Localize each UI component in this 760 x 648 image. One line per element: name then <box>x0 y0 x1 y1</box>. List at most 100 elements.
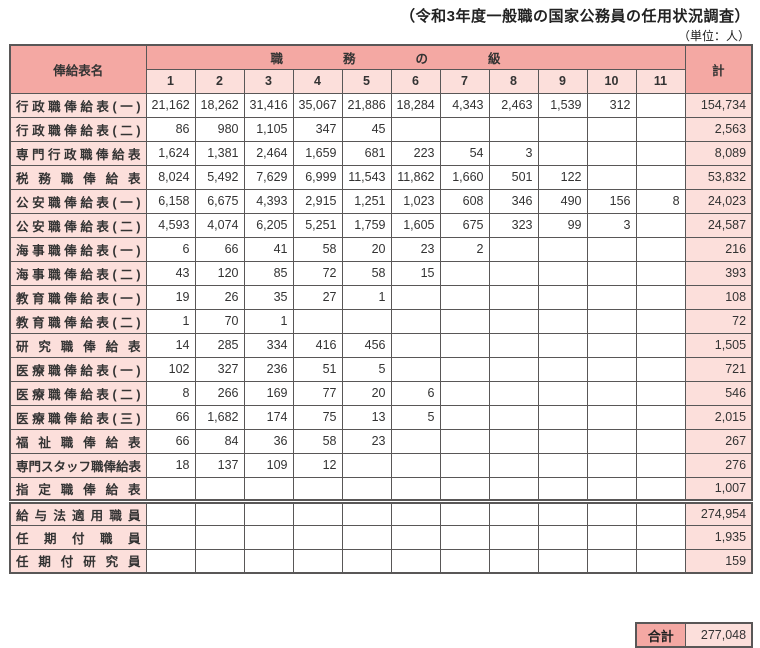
grade-value-cell: 66 <box>194 236 245 262</box>
grade-value-cell <box>586 548 637 574</box>
grade-value-cell <box>635 92 686 118</box>
row-label-cell: 税務職俸給表 <box>9 164 147 190</box>
grade-value-cell: 1,105 <box>243 116 294 142</box>
grade-value-cell <box>586 332 637 358</box>
row-label-cell: 教育職俸給表(二) <box>9 308 147 334</box>
row-total-cell: 393 <box>684 260 753 286</box>
grade-value-cell <box>586 356 637 382</box>
table-row: 教育職俸給表(一) 19 26 35 27 1 108 <box>9 284 753 310</box>
grade-value-cell: 4,074 <box>194 212 245 238</box>
grade-value-cell <box>586 236 637 262</box>
grade-value-cell <box>537 116 588 142</box>
grade-value-cell <box>635 380 686 406</box>
table-row: 任期付研究員 159 <box>9 548 753 574</box>
grade-value-cell <box>635 476 686 502</box>
grade-value-cell <box>488 116 539 142</box>
grade-value-cell <box>341 452 392 478</box>
grade-column-header: 5 <box>341 68 392 94</box>
grade-value-cell <box>537 404 588 430</box>
grade-value-cell <box>537 308 588 334</box>
grade-value-cell: 1 <box>243 308 294 334</box>
grand-total-table: 合計 277,048 <box>635 622 754 648</box>
grade-value-cell: 21,162 <box>145 92 196 118</box>
table-row: 教育職俸給表(二) 1 70 1 72 <box>9 308 753 334</box>
grade-value-cell <box>635 236 686 262</box>
grade-value-cell <box>586 524 637 550</box>
grade-value-cell <box>390 284 441 310</box>
grade-value-cell <box>488 284 539 310</box>
grade-value-cell <box>635 260 686 286</box>
grade-value-cell <box>635 548 686 574</box>
grade-value-cell <box>488 356 539 382</box>
grade-value-cell: 1,624 <box>145 140 196 166</box>
grade-value-cell: 169 <box>243 380 294 406</box>
unit-note: （単位：人） <box>677 29 750 43</box>
grand-total-label: 合計 <box>635 622 686 648</box>
table-row: 指定職俸給表 1,007 <box>9 476 753 502</box>
grade-value-cell: 14 <box>145 332 196 358</box>
grade-value-cell: 1,682 <box>194 404 245 430</box>
grade-value-cell <box>635 404 686 430</box>
grade-value-cell <box>243 498 294 526</box>
grade-value-cell: 6,205 <box>243 212 294 238</box>
grade-value-cell <box>635 164 686 190</box>
grade-value-cell: 11,862 <box>390 164 441 190</box>
grade-value-cell: 8 <box>635 188 686 214</box>
grade-value-cell: 6,999 <box>292 164 343 190</box>
grade-value-cell: 11,543 <box>341 164 392 190</box>
grade-value-cell <box>537 260 588 286</box>
grade-value-cell <box>488 524 539 550</box>
grade-value-cell <box>145 476 196 502</box>
grade-value-cell <box>292 524 343 550</box>
grand-total-value: 277,048 <box>684 622 753 648</box>
grade-value-cell: 6,158 <box>145 188 196 214</box>
grade-value-cell: 15 <box>390 260 441 286</box>
grade-value-cell <box>488 236 539 262</box>
grade-value-cell <box>635 428 686 454</box>
grade-value-cell: 2,463 <box>488 92 539 118</box>
grade-value-cell <box>635 284 686 310</box>
grade-value-cell: 4,393 <box>243 188 294 214</box>
grade-value-cell <box>635 332 686 358</box>
grade-value-cell: 236 <box>243 356 294 382</box>
grade-column-header: 2 <box>194 68 245 94</box>
row-label-cell: 医療職俸給表(三) <box>9 404 147 430</box>
grade-value-cell <box>439 260 490 286</box>
grade-value-cell <box>390 548 441 574</box>
grade-value-cell <box>586 260 637 286</box>
grade-column-header: 8 <box>488 68 539 94</box>
grade-value-cell: 6 <box>145 236 196 262</box>
grade-value-cell <box>341 548 392 574</box>
grade-value-cell: 23 <box>390 236 441 262</box>
grade-value-cell <box>194 548 245 574</box>
grade-value-cell: 35 <box>243 284 294 310</box>
table-row: 給与法適用職員 274,954 <box>9 498 753 526</box>
row-label-cell: 福祉職俸給表 <box>9 428 147 454</box>
row-label-cell: 専門行政職俸給表 <box>9 140 147 166</box>
grade-value-cell <box>292 308 343 334</box>
grade-value-cell: 26 <box>194 284 245 310</box>
grade-value-cell: 109 <box>243 452 294 478</box>
row-label-cell: 指定職俸給表 <box>9 476 147 502</box>
grade-value-cell: 84 <box>194 428 245 454</box>
grade-value-cell <box>586 284 637 310</box>
grade-value-cell <box>390 524 441 550</box>
row-total-cell: 24,023 <box>684 188 753 214</box>
grade-value-cell <box>586 308 637 334</box>
grade-value-cell: 66 <box>145 428 196 454</box>
grade-value-cell: 5 <box>390 404 441 430</box>
grade-value-cell: 20 <box>341 380 392 406</box>
grade-value-cell <box>488 498 539 526</box>
grade-value-cell: 18,262 <box>194 92 245 118</box>
column-header-table-name: 俸給表名 <box>9 44 147 94</box>
grade-value-cell <box>537 548 588 574</box>
grade-value-cell <box>390 428 441 454</box>
grade-value-cell: 1,251 <box>341 188 392 214</box>
grade-value-cell <box>390 476 441 502</box>
grade-value-cell: 266 <box>194 380 245 406</box>
grade-value-cell <box>586 140 637 166</box>
grade-value-cell: 1,659 <box>292 140 343 166</box>
row-label-cell: 公安職俸給表(一) <box>9 188 147 214</box>
grade-value-cell: 4,593 <box>145 212 196 238</box>
grade-value-cell: 21,886 <box>341 92 392 118</box>
